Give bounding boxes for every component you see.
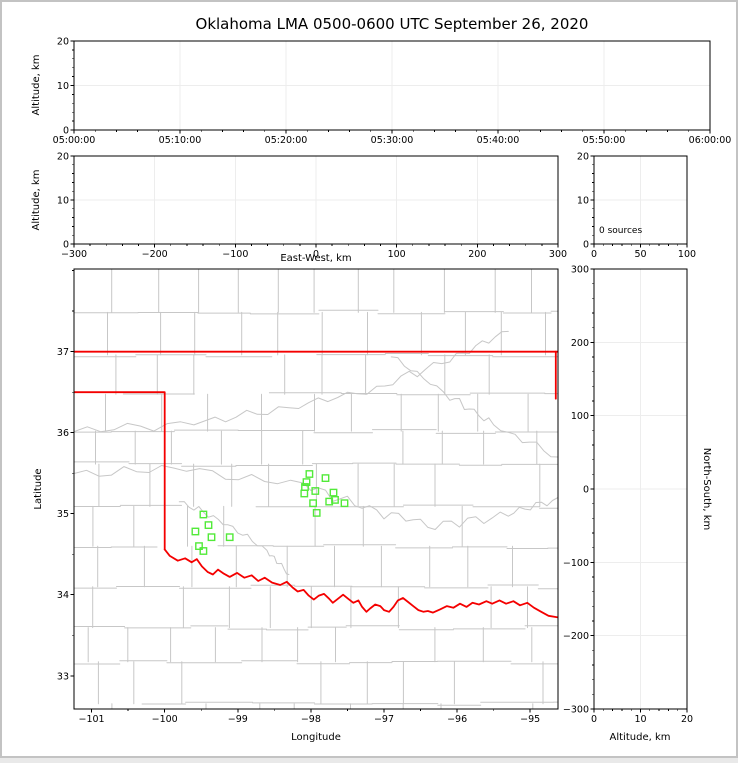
y-tick-label: 10	[57, 196, 69, 207]
x-tick-label: 0	[313, 249, 319, 260]
northsouth-panel-xlabel: Altitude, km	[610, 732, 671, 743]
y-tick-label: 35	[57, 509, 69, 520]
y-tick-label: 100	[571, 411, 589, 422]
source-marker	[199, 510, 208, 519]
source-marker	[305, 470, 314, 478]
x-tick-label: 05:10:00	[159, 135, 202, 146]
x-tick-label: 50	[634, 249, 646, 260]
panel-spine	[73, 268, 559, 710]
y-tick-label: 0	[583, 485, 589, 496]
county-boundaries	[74, 269, 558, 709]
x-tick-label: −98	[301, 714, 321, 725]
source-marker	[204, 521, 213, 530]
tick-labels: 05:00:00 05:10:00 05:20:00 05:30:00 05:40:00…	[53, 37, 732, 726]
x-tick-label: −96	[447, 714, 467, 725]
panel-axes	[70, 40, 711, 713]
northsouth-panel-ylabel: North-South, km	[701, 448, 712, 531]
source-marker	[191, 527, 200, 536]
x-tick-label: 20	[681, 714, 693, 725]
y-tick-label: 33	[57, 671, 69, 682]
x-tick-label: −95	[520, 714, 540, 725]
x-tick-label: 05:50:00	[583, 135, 626, 146]
x-tick-label: 200	[468, 249, 486, 260]
source-marker	[199, 547, 208, 555]
y-tick-label: 200	[571, 338, 589, 349]
eastwest-panel-ylabel: Altitude, km	[31, 170, 42, 231]
source-marker	[321, 474, 330, 482]
x-tick-label: −200	[142, 249, 168, 260]
y-tick-label: 36	[57, 428, 69, 439]
source-marker	[329, 488, 338, 497]
source-marker	[312, 509, 321, 517]
eastwest-panel-xlabel: East-West, km	[280, 253, 351, 264]
source-marker	[225, 533, 234, 542]
river-line	[74, 465, 558, 530]
y-tick-label: 34	[57, 590, 69, 601]
y-tick-label: 300	[571, 265, 589, 276]
x-tick-label: −99	[228, 714, 248, 725]
x-tick-label: 10	[634, 714, 646, 725]
x-tick-label: −97	[374, 714, 394, 725]
river-line	[74, 330, 509, 433]
panel-spine	[73, 40, 711, 131]
panel-spine	[73, 155, 559, 245]
map-panel-ylabel: Latitude	[33, 468, 44, 509]
y-tick-label: 20	[57, 37, 69, 48]
panel-spine	[593, 155, 688, 245]
source-marker	[300, 489, 309, 498]
x-tick-label: 06:00:00	[689, 135, 732, 146]
river-line	[178, 501, 290, 575]
lma-source-markers	[191, 470, 349, 555]
source-marker	[331, 496, 339, 504]
panel-gridlines	[74, 41, 710, 709]
x-tick-label: 0	[591, 714, 597, 725]
y-tick-label: 20	[577, 152, 589, 163]
y-tick-label: 10	[57, 81, 69, 92]
source-marker	[302, 478, 311, 486]
source-marker	[207, 533, 216, 542]
river-line	[390, 356, 558, 458]
y-tick-label: 0	[583, 240, 589, 251]
y-tick-label: 10	[577, 196, 589, 207]
source-marker	[311, 487, 320, 495]
y-tick-label: 0	[63, 240, 69, 251]
state-border-segment	[74, 391, 166, 551]
x-tick-label: −300	[61, 249, 87, 260]
y-tick-label: 20	[57, 152, 69, 163]
oklahoma-state-border	[74, 350, 558, 619]
x-tick-label: 05:20:00	[265, 135, 308, 146]
source-marker	[195, 542, 203, 551]
x-tick-label: 05:00:00	[53, 135, 96, 146]
x-tick-label: 100	[678, 249, 696, 260]
x-tick-label: 100	[388, 249, 406, 260]
x-tick-label: −100	[222, 249, 248, 260]
x-tick-label: 05:40:00	[477, 135, 520, 146]
x-tick-label: −101	[78, 714, 104, 725]
x-tick-label: 0	[591, 249, 597, 260]
source-marker	[309, 499, 317, 508]
map-panel-xlabel: Longitude	[291, 732, 341, 743]
panel-spine	[593, 268, 688, 710]
x-tick-label: 300	[549, 249, 567, 260]
y-tick-label: −300	[563, 705, 589, 716]
source-count-annotation: 0 sources	[599, 226, 642, 236]
y-tick-label: −100	[563, 558, 589, 569]
x-tick-label: 05:30:00	[371, 135, 414, 146]
y-tick-label: −200	[563, 631, 589, 642]
y-tick-label: 0	[63, 126, 69, 137]
x-tick-label: −100	[152, 714, 178, 725]
source-marker	[340, 499, 349, 508]
figure-title: Oklahoma LMA 0500-0600 UTC September 26,…	[196, 15, 589, 33]
y-tick-label: 37	[57, 347, 69, 358]
red-river-border	[163, 548, 558, 619]
time-panel-ylabel: Altitude, km	[31, 55, 42, 116]
